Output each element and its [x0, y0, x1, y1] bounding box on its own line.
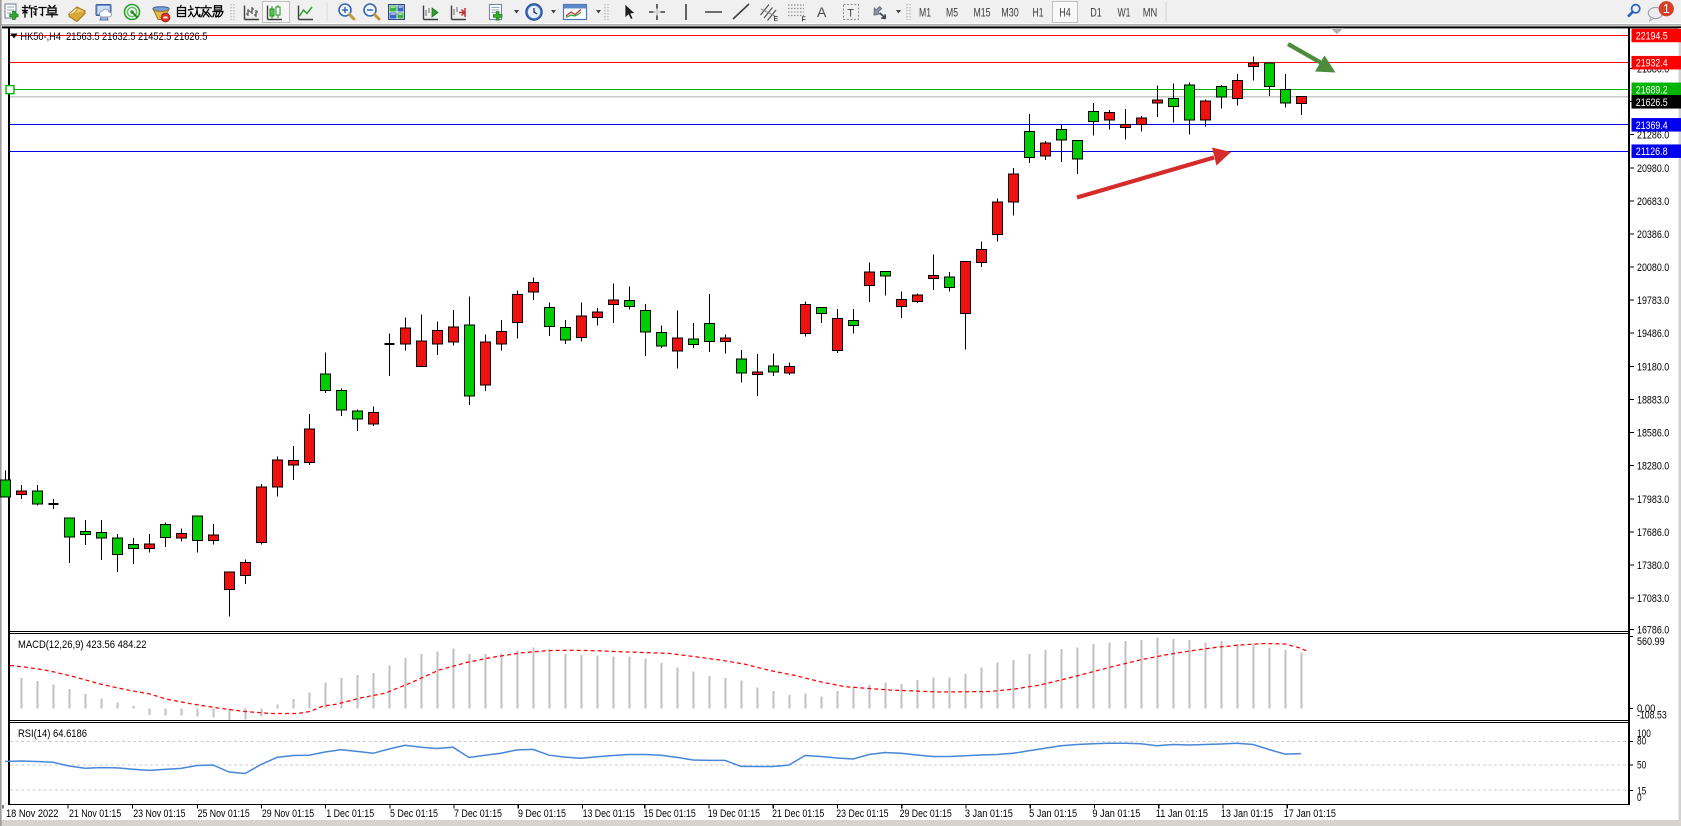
svg-text:RSI(14) 64.6186: RSI(14) 64.6186	[18, 728, 87, 740]
svg-text:H1: H1	[1033, 8, 1044, 20]
svg-text:17380.0: 17380.0	[1637, 560, 1669, 572]
svg-text:80: 80	[1637, 736, 1646, 748]
svg-text:17 Jan 01:15: 17 Jan 01:15	[1284, 808, 1336, 820]
svg-text:M5: M5	[946, 8, 958, 20]
svg-text:21126.8: 21126.8	[1636, 146, 1668, 158]
svg-text:20080.0: 20080.0	[1637, 262, 1669, 274]
svg-text:3 Jan 01:15: 3 Jan 01:15	[965, 808, 1013, 820]
svg-text:29 Dec 01:15: 29 Dec 01:15	[900, 808, 952, 820]
svg-text:21369.4: 21369.4	[1636, 120, 1668, 132]
svg-text:25 Nov 01:15: 25 Nov 01:15	[198, 808, 250, 820]
svg-text:18 Nov 2022: 18 Nov 2022	[6, 808, 58, 820]
svg-text:20386.0: 20386.0	[1637, 229, 1669, 241]
svg-text:9 Jan 01:15: 9 Jan 01:15	[1092, 808, 1140, 820]
svg-text:15: 15	[1637, 786, 1646, 798]
svg-text:21932.4: 21932.4	[1636, 58, 1668, 70]
svg-text:0: 0	[1637, 792, 1642, 804]
svg-text:MN: MN	[1143, 8, 1158, 20]
svg-text:21689.2: 21689.2	[1636, 84, 1668, 96]
svg-text:13 Jan 01:15: 13 Jan 01:15	[1221, 808, 1273, 820]
svg-text:HK50-,H4 21563.5 21632.5 2145: HK50-,H4 21563.5 21632.5 21452.5 21626.5	[20, 31, 207, 43]
svg-text:T: T	[847, 8, 854, 20]
svg-text:21286.0: 21286.0	[1637, 129, 1669, 141]
svg-text:1 Dec 01:15: 1 Dec 01:15	[326, 808, 374, 820]
svg-text:M30: M30	[1001, 8, 1019, 20]
svg-text:5 Dec 01:15: 5 Dec 01:15	[390, 808, 438, 820]
svg-text:19486.0: 19486.0	[1637, 328, 1669, 340]
svg-text:0.00: 0.00	[1637, 703, 1655, 715]
svg-text:17083.0: 17083.0	[1637, 593, 1669, 605]
svg-text:18586.0: 18586.0	[1637, 428, 1669, 440]
svg-text:21 Dec 01:15: 21 Dec 01:15	[772, 808, 824, 820]
svg-text:19783.0: 19783.0	[1637, 295, 1669, 307]
svg-text:-108.53: -108.53	[1637, 710, 1667, 722]
svg-text:23 Nov 01:15: 23 Nov 01:15	[133, 808, 185, 820]
svg-text:18883.0: 18883.0	[1637, 395, 1669, 407]
svg-text:M15: M15	[974, 8, 991, 20]
svg-text:A: A	[817, 4, 827, 20]
svg-text:29 Nov 01:15: 29 Nov 01:15	[262, 808, 314, 820]
svg-text:5 Jan 01:15: 5 Jan 01:15	[1029, 808, 1077, 820]
svg-text:7 Dec 01:15: 7 Dec 01:15	[454, 808, 502, 820]
svg-text:D1: D1	[1090, 8, 1102, 20]
svg-text:M1: M1	[919, 8, 931, 20]
svg-text:F: F	[802, 17, 806, 24]
svg-text:MACD(12,26,9) 423.56 484.22: MACD(12,26,9) 423.56 484.22	[18, 639, 147, 651]
svg-text:560.99: 560.99	[1637, 636, 1665, 648]
svg-text:19 Dec 01:15: 19 Dec 01:15	[708, 808, 760, 820]
svg-text:11 Jan 01:15: 11 Jan 01:15	[1156, 808, 1208, 820]
svg-text:16786.0: 16786.0	[1637, 625, 1669, 637]
svg-text:21 Nov 01:15: 21 Nov 01:15	[69, 808, 121, 820]
svg-text:50: 50	[1637, 760, 1646, 772]
svg-text:17686.0: 17686.0	[1637, 527, 1669, 539]
svg-text:9 Dec 01:15: 9 Dec 01:15	[518, 808, 566, 820]
svg-text:23 Dec 01:15: 23 Dec 01:15	[836, 808, 888, 820]
svg-text:18280.0: 18280.0	[1637, 461, 1669, 473]
svg-text:E: E	[774, 16, 779, 23]
svg-text:1: 1	[1663, 2, 1670, 16]
svg-text:20980.0: 20980.0	[1637, 163, 1669, 175]
svg-text:15 Dec 01:15: 15 Dec 01:15	[644, 808, 696, 820]
svg-text:W1: W1	[1118, 8, 1131, 20]
svg-text:20683.0: 20683.0	[1637, 196, 1669, 208]
svg-text:19180.0: 19180.0	[1637, 362, 1669, 374]
svg-text:13 Dec 01:15: 13 Dec 01:15	[583, 808, 635, 820]
svg-text:21626.5: 21626.5	[1636, 97, 1668, 109]
svg-text:17983.0: 17983.0	[1637, 494, 1669, 506]
svg-text:22194.5: 22194.5	[1636, 31, 1668, 43]
svg-text:100: 100	[1637, 728, 1651, 740]
svg-text:H4: H4	[1059, 8, 1071, 20]
